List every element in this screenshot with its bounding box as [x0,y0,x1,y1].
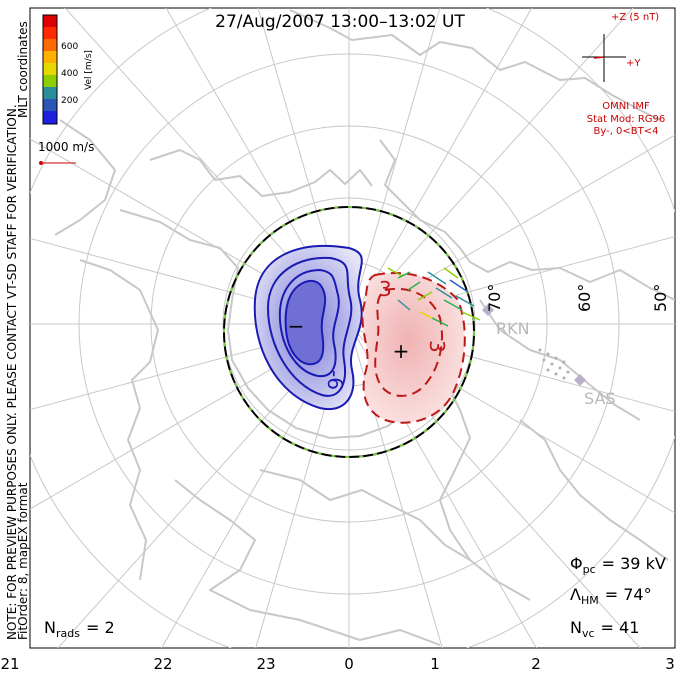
mlt-axis: 21 22 23 0 1 2 3 [0,655,674,673]
mlt-label-3: 3 [665,655,675,673]
station-label-rkn: RKN [496,319,530,338]
imf-source-label: OMNI IMF [602,101,650,112]
mlt-label-21: 21 [0,655,19,673]
lat-label-70: 70° [485,284,504,312]
svg-text:Φpc= 39 kV: Φpc = 39 kV [570,554,666,576]
lat-label-60: 60° [575,284,594,312]
nrads-symbol: N [44,618,56,637]
station-markers [482,304,586,386]
velocity-colorbar [42,14,58,125]
sas-marker [574,374,586,386]
rkn-marker [482,304,494,316]
svg-text:Nvc= 41: Nvc = 41 [570,618,639,640]
nvc-symbol: N [570,618,582,637]
lambda-subscript: HM [581,594,599,607]
negative-potential-cell [253,244,363,411]
imf-z-label: +Z (5 nT) [611,12,659,23]
positive-potential-cell [361,271,466,424]
velocity-vectors [387,267,481,327]
positive-cell-sign: + [393,339,410,363]
colorbar-tick-200: 200 [61,96,78,106]
nrads-value: = 2 [86,618,115,637]
station-label-sas: SAS [584,389,616,408]
preview-note: NOTE: FOR PREVIEW PURPOSES ONLY. PLEASE … [5,104,19,640]
scale-vector-label: 1000 m/s [38,140,94,154]
plot-title: 27/Aug/2007 13:00–13:02 UT [215,12,465,32]
negative-contour-label: -6 [323,370,347,390]
mlt-label-2: 2 [531,655,541,673]
lat-label-50: 50° [651,284,670,312]
stats-block: Φpc = 39 kV ΛHM = 74° Nvc = 41 Nrads = 2 [44,554,666,640]
phi-subscript: pc [583,563,596,576]
svg-text:Nrads= 2: Nrads = 2 [44,618,115,640]
mlt-label-1: 1 [430,655,440,673]
svg-text:ΛHM= 74°: ΛHM = 74° [570,585,652,607]
negative-cell-sign: − [288,314,305,338]
colorbar-tick-600: 600 [61,42,78,52]
sas-fov-dots [538,348,570,380]
scale-vector-icon [39,161,76,165]
stat-model-label: Stat Mod: RG96 [587,114,666,125]
mlt-label-22: 22 [153,655,172,673]
imf-condition-label: By-, 0<BT<4 [593,126,658,137]
nvc-value: = 41 [601,618,640,637]
imf-y-label: +Y [626,58,641,69]
colorbar-tick-400: 400 [61,69,78,79]
coastlines [54,9,675,646]
positive-contour-label-2: 3 [425,340,449,353]
mlt-label-0: 0 [344,655,354,673]
lambda-symbol: Λ [570,585,581,604]
positive-contour-label-1: 3 [379,277,392,301]
nrads-subscript: rads [56,627,80,640]
phi-symbol: Φ [570,554,583,573]
fit-order-note: FitOrder: 8, mapEX format [16,482,30,640]
imf-crosshair [582,34,626,82]
coordinates-note: MLT coordinates [16,21,30,118]
phi-value: = 39 kV [602,554,666,573]
boundary-dash-overlay [223,206,475,458]
colorbar-label: Vel [m/s] [84,50,94,90]
nvc-subscript: vc [582,627,595,640]
lambda-value: = 74° [605,585,652,604]
mlt-label-23: 23 [256,655,275,673]
